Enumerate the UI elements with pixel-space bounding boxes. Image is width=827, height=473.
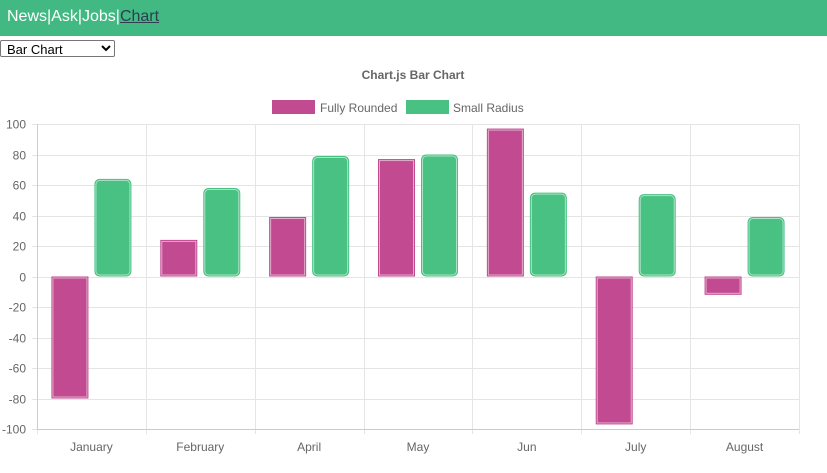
y-tick-label: 80 — [13, 149, 27, 163]
bar-inner-border — [313, 157, 349, 276]
bar-inner-border — [422, 155, 457, 276]
bar-small-radius — [203, 188, 241, 277]
x-tick-label: February — [176, 440, 224, 454]
bar-inner-border — [379, 160, 414, 276]
bar-fully-rounded — [704, 276, 742, 295]
bar-inner-border — [596, 277, 632, 424]
y-tick-label: -100 — [2, 423, 26, 437]
nav-link-ask[interactable]: Ask — [51, 8, 78, 25]
nav-link-chart[interactable]: Chart — [119, 8, 160, 25]
bar-fully-rounded — [51, 276, 89, 399]
legend-swatch — [406, 100, 449, 114]
bar-fully-rounded — [595, 276, 633, 425]
legend-swatch — [272, 100, 315, 114]
bar-inner-border — [204, 189, 240, 276]
legend-label: Small Radius — [453, 101, 524, 115]
nav-separator: | — [115, 8, 120, 25]
bar-small-radius — [747, 217, 785, 277]
nav-separator: | — [47, 8, 52, 25]
y-tick-label: 60 — [13, 179, 27, 193]
bar-fully-rounded — [269, 217, 307, 277]
bar-inner-border — [95, 179, 131, 276]
x-tick-label: April — [297, 440, 321, 454]
bar-chart: Chart.js Bar Chart Fully Rounded Small Rad… — [2, 68, 800, 454]
header-bar: News|Ask|Jobs|Chart — [0, 0, 827, 36]
bar-small-radius — [312, 156, 350, 277]
bar-small-radius — [421, 154, 458, 277]
y-tick-label: 40 — [13, 210, 27, 224]
bar-inner-border — [487, 129, 523, 276]
bar-inner-border — [530, 193, 566, 276]
x-tick-label: August — [726, 440, 764, 454]
bar-inner-border — [52, 277, 88, 398]
x-tick-label: January — [70, 440, 113, 454]
y-tick-label: 100 — [6, 118, 26, 132]
bar-small-radius — [529, 192, 567, 277]
chart-title: Chart.js Bar Chart — [362, 68, 465, 82]
chart-type-select[interactable]: Bar Chart — [0, 40, 115, 57]
x-tick-label: July — [625, 440, 646, 454]
y-tick-label: -80 — [9, 393, 27, 407]
bar-fully-rounded — [160, 239, 198, 277]
y-tick-label: -60 — [9, 362, 27, 376]
nav-separator: | — [77, 8, 82, 25]
nav-link-news[interactable]: News — [7, 8, 48, 25]
y-tick-label: -40 — [9, 332, 27, 346]
x-tick-label: May — [407, 440, 430, 454]
nav-links: News|Ask|Jobs|Chart — [7, 8, 159, 26]
bar-small-radius — [638, 194, 676, 277]
bar-small-radius — [94, 178, 132, 277]
bar-fully-rounded — [486, 128, 524, 277]
bar-inner-border — [639, 195, 675, 276]
bar-inner-border — [705, 277, 741, 294]
y-tick-label: 0 — [19, 271, 26, 285]
y-tick-label: 20 — [13, 240, 27, 254]
nav-link-jobs[interactable]: Jobs — [82, 8, 116, 25]
bar-inner-border — [270, 218, 306, 276]
y-tick-label: -20 — [9, 301, 27, 315]
bar-inner-border — [161, 240, 197, 276]
bar-inner-border — [748, 218, 784, 276]
legend-label: Fully Rounded — [320, 101, 397, 115]
x-tick-label: Jun — [517, 440, 536, 454]
bar-fully-rounded — [378, 159, 415, 277]
